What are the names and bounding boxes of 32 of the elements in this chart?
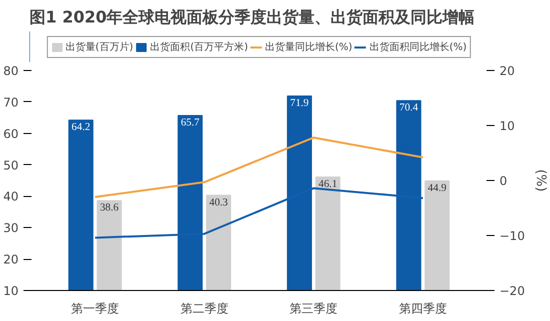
y2-tick-label: 0 — [500, 174, 508, 188]
y-tick-label: 10 — [3, 284, 19, 298]
y2-tick-label: 20 — [500, 64, 515, 78]
data-label: 38.6 — [100, 202, 120, 214]
chart-title: 图1 2020年全球电视面板分季度出货量、出货面积及同比增幅 — [30, 8, 475, 26]
y2-axis-title: (%) — [532, 169, 548, 192]
legend-label: 出货面积同比增长(%) — [369, 40, 467, 54]
y-tick-label: 20 — [3, 252, 19, 267]
y-tick-label: 80 — [3, 64, 19, 78]
y2-tick-label: −20 — [500, 284, 525, 298]
data-label: 70.4 — [399, 102, 419, 114]
data-label: 40.3 — [209, 197, 228, 208]
x-tick-label: 第三季度 — [290, 302, 338, 316]
legend-label: 出货量(百万片) — [65, 40, 134, 54]
y-tick-label: 30 — [3, 221, 19, 236]
y-tick-label: 70 — [3, 95, 19, 110]
y-tick-label: 50 — [3, 158, 19, 172]
data-label: 46.1 — [318, 179, 338, 190]
data-label: 64.2 — [72, 122, 90, 134]
data-label: 44.9 — [428, 182, 446, 194]
legend-label: 出货量同比增长(%) — [265, 40, 352, 54]
x-tick-label: 第四季度 — [398, 302, 447, 316]
y2-tick-label: −10 — [500, 229, 525, 243]
y-tick-label: 40 — [3, 190, 19, 204]
data-label: 71.9 — [290, 98, 309, 109]
y2-tick-label: 10 — [500, 119, 515, 133]
y-tick-label: 60 — [3, 126, 19, 141]
line-series — [94, 136, 424, 198]
legend-label: 出货面积(百万平方米) — [150, 40, 248, 54]
x-tick-label: 第一季度 — [71, 302, 120, 316]
x-tick-label: 第二季度 — [180, 302, 228, 316]
data-label: 65.7 — [180, 117, 200, 128]
